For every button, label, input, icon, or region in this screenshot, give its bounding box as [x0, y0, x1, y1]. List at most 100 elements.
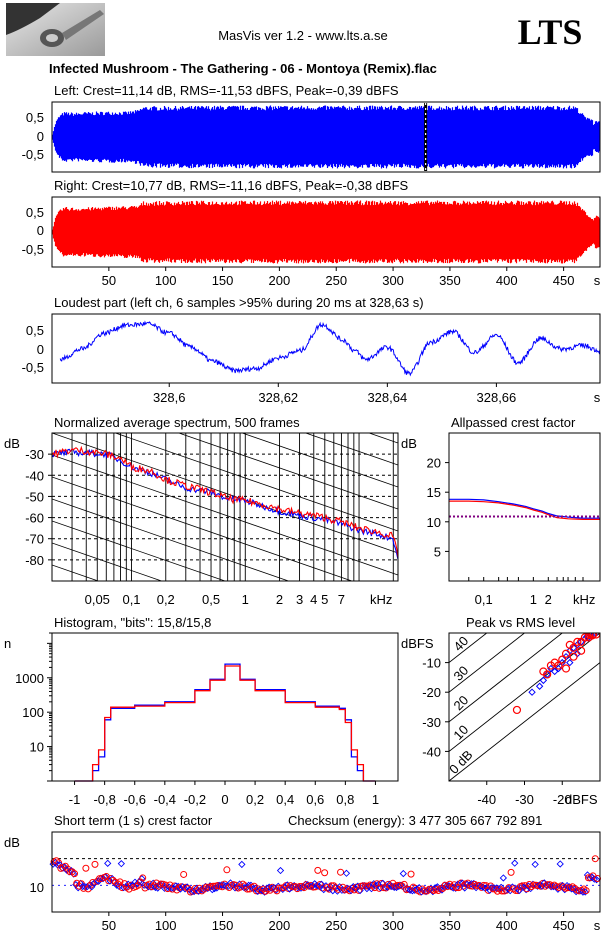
xtick-label: -0,8: [93, 792, 115, 807]
peakrms-point-right: [569, 652, 578, 661]
peakrms-point-right: [512, 705, 522, 715]
slope-line: [52, 631, 398, 751]
shortcrest-ytick: 10: [30, 880, 44, 895]
right-ytick-mid: 0: [37, 223, 44, 238]
xtick-unit: s: [594, 273, 601, 288]
left-waveform-series: [51, 103, 601, 171]
slope-line: [52, 498, 290, 581]
xtick-label: 100: [155, 273, 177, 288]
peakrms-plot-frame: [448, 632, 601, 782]
crest-point-right: [525, 881, 533, 889]
peakrms-point-right: [565, 640, 574, 649]
slope-line: [52, 301, 398, 421]
crest-point-right: [121, 880, 129, 888]
crest-point-left: [458, 879, 467, 887]
spectrum-grid: [52, 301, 398, 751]
ytick-label: -10: [422, 656, 441, 671]
ytick-label: -60: [25, 511, 44, 526]
crest-point-right: [421, 887, 429, 895]
histogram-chart: n 1000 100 10 -1 -0,8 -0,6 -0,4 -0,2 0 0,2 0,4 0,6…: [4, 632, 399, 807]
peakrms-point-right: [561, 664, 571, 673]
ytick-label: 1000: [15, 671, 44, 686]
right-xticks: 50 100 150 200 250 300 350 400 450 s: [102, 267, 601, 288]
xtick-label: 50: [102, 918, 116, 933]
loudest-plot-frame: [51, 313, 601, 384]
allpass-path: [449, 498, 600, 519]
xtick-label: 150: [212, 918, 234, 933]
crest-point-left: [379, 879, 387, 887]
xtick-label: 0,2: [246, 792, 264, 807]
crest-point-right: [96, 875, 104, 883]
histogram-path: [74, 663, 376, 782]
diag-line: [449, 633, 488, 664]
xtick-label: 0,5: [202, 592, 220, 607]
crest-point-right: [118, 884, 126, 892]
peakrms-point-left: [554, 664, 563, 673]
xtick-label: 7: [338, 592, 345, 607]
slope-line: [52, 476, 354, 581]
xtick-label: 328,6: [153, 390, 186, 405]
slope-line: [52, 542, 163, 581]
peakrms-point-right: [589, 633, 598, 639]
peakrms-point-right: [577, 646, 586, 655]
right-chart-title: Right: Crest=10,77 dB, RMS=-11,16 dBFS, …: [54, 178, 409, 193]
crest-point-right: [475, 882, 483, 890]
spectrum-yticks: -30 -40 -50 -60 -70 -80: [25, 447, 52, 568]
allpass-ylabel: dB: [401, 436, 417, 451]
xtick-label: 0,05: [85, 592, 110, 607]
crest-point-right: [498, 887, 506, 895]
xtick-label: -20: [553, 792, 572, 807]
slope-line: [241, 433, 398, 488]
xtick-label: 2: [545, 592, 552, 607]
crest-point-right: [402, 886, 410, 894]
loudest-xticks: 328,6 328,62 328,64 328,66 s: [153, 383, 601, 405]
crest-point-left: [117, 860, 125, 868]
diag-label: 10: [450, 722, 471, 743]
xtick-label: 300: [382, 273, 404, 288]
xtick-label: 200: [269, 918, 291, 933]
diag-label: 30: [450, 663, 471, 684]
crest-point-left: [356, 886, 364, 895]
logo: [6, 3, 105, 56]
peakrms-ylabel: dBFS: [401, 636, 434, 651]
crest-point-right: [157, 880, 165, 888]
guitar-headstock-icon: [6, 3, 104, 47]
crest-point-right: [102, 873, 110, 881]
left-waveform-chart: 0,5 0 -0,5: [22, 101, 601, 173]
peakrms-point-left: [566, 658, 574, 667]
crest-point-left: [499, 874, 507, 882]
loudest-ytick-top: 0,5: [26, 323, 44, 338]
right-plot-frame: [51, 196, 601, 268]
crest-point-right: [166, 881, 174, 889]
crest-point-right: [116, 878, 124, 886]
xtick-label: 328,66: [477, 390, 517, 405]
crest-point-right: [346, 887, 354, 895]
xtick-label: 0,1: [475, 592, 493, 607]
allpass-chart: dB 20 15 10 5 0,1 1 2 kHz: [401, 432, 601, 607]
crest-point-left: [197, 886, 205, 894]
crest-point-left: [124, 880, 132, 888]
xtick-label: 1: [372, 792, 379, 807]
crest-point-right: [200, 885, 208, 893]
xtick-unit: s: [594, 918, 601, 933]
peakrms-point-right: [573, 637, 582, 646]
right-ytick-bot: -0,5: [22, 242, 44, 257]
crest-point-right: [355, 886, 363, 894]
crest-point-left: [151, 883, 160, 892]
spectrum-chart: dB -30 -40 -50 -60 -70 -80 0,05 0,1 0,2 0,5 1 2 3 4 5…: [4, 301, 399, 751]
peakrms-chart-title: Peak vs RMS level: [466, 615, 575, 630]
allpass-xticks: 0,1 1 2: [468, 577, 584, 607]
ytick-label: -80: [25, 553, 44, 568]
allpass-xunit: kHz: [573, 592, 595, 607]
xtick-label: 0,4: [276, 792, 294, 807]
crest-point-right: [587, 874, 595, 882]
xtick-label: -40: [477, 792, 496, 807]
xtick-label: 0,6: [306, 792, 324, 807]
crest-point-right: [82, 864, 90, 872]
histogram-chart-title: Histogram, "bits": 15,8/15,8: [54, 615, 211, 630]
crest-point-left: [399, 869, 407, 878]
histogram-series: [74, 663, 376, 782]
xtick-label: 0,1: [122, 592, 140, 607]
crest-point-left: [276, 866, 285, 875]
crest-point-left: [511, 859, 519, 867]
